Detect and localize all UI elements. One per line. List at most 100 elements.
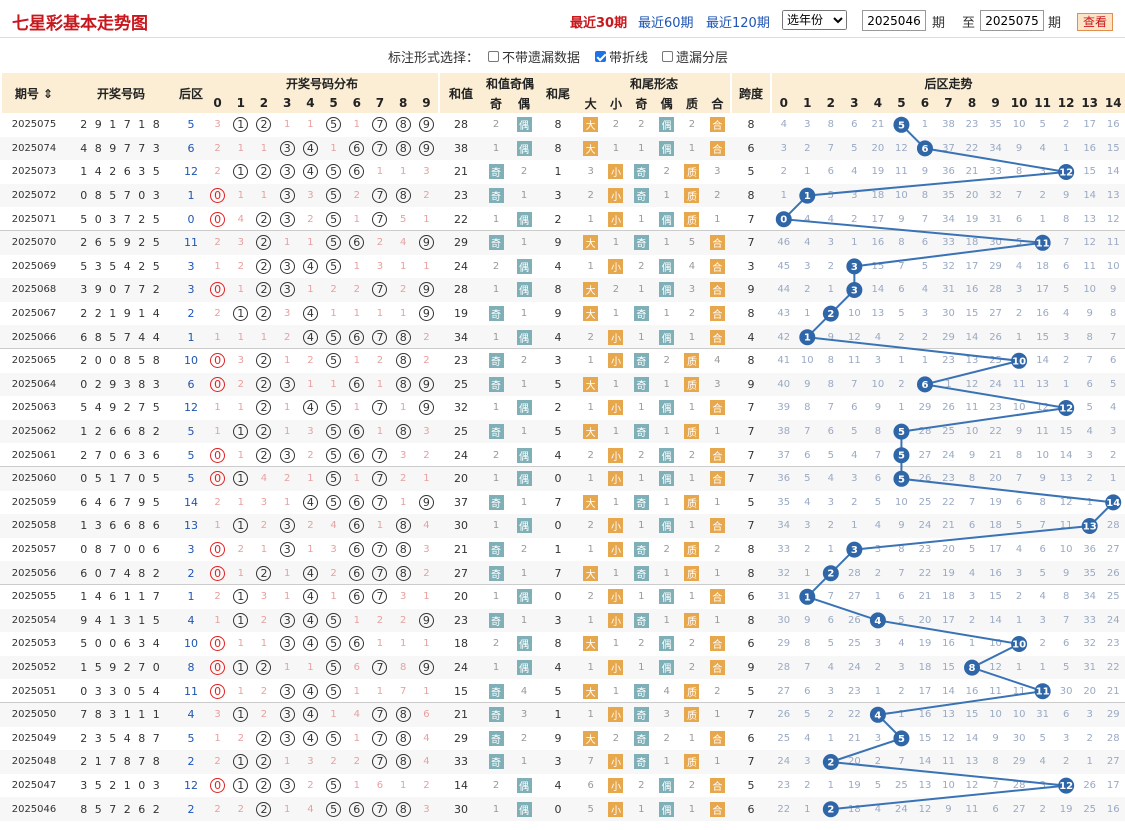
tail-form-cell: 2 [679,774,704,798]
tail-form-cell: 1 [603,373,628,397]
sum-oe-value: 2 [492,449,500,461]
dist-cell: 5 [392,207,415,231]
tail-form-cell: 1 [654,302,679,326]
trend-ball [893,116,910,133]
back-trend-cell: 10 [960,420,984,444]
dist-miss-value: 1 [237,142,244,154]
back-trend-cell: 30 [937,302,961,326]
dist-cell: 7 [368,467,391,491]
numbers-cell: 1 4 6 1 1 7 [80,590,162,604]
header-back-digit: 6 [913,93,937,113]
dist-cell: 0 [206,679,229,703]
back-trend-cell: 34 [1078,585,1102,609]
dist-hit-ball: 4 [302,306,318,322]
dist-cell: 1 [252,538,275,562]
dist-cell: 9 [415,373,438,397]
sum-oe-value: 2 [520,166,528,178]
query-button[interactable]: 查看 [1077,13,1113,31]
back-miss-value: 7 [851,378,858,390]
back-trend-cell: 30 [984,231,1008,255]
back-trend-cell: 1 [796,302,820,326]
back-trend-cell: 26 [1078,774,1102,798]
recent-60-link[interactable]: 最近60期 [638,16,694,31]
trend-ball-label: 2 [827,758,834,769]
back-trend-cell: 27 [913,443,937,467]
back-trend-cell: 15 [984,585,1008,609]
header-back-digit: 1 [795,93,820,113]
back-miss-value: 6 [968,520,976,532]
dist-hit-ball: 2 [256,660,272,676]
dist-cell: 2 [415,443,438,467]
back-trend-cell: 40 [772,373,796,397]
recent-30-link[interactable]: 最近30期 [570,16,628,31]
tail-form-value: 合 [709,518,725,534]
tail-form-cell: 2 [705,538,730,562]
dist-cell: 5 [322,467,345,491]
option-polyline[interactable]: 带折线 [595,47,648,66]
back-miss-value: 16 [1036,308,1049,320]
sum-oe-value: 偶 [516,258,532,274]
back-miss-value: 7 [1062,614,1070,626]
back-trend-cell: 9 [984,727,1008,751]
year-select[interactable]: 选年份 [782,10,847,30]
checkbox-icon[interactable] [662,51,673,62]
back-trend-cell: 41 [772,349,796,373]
back-miss-value: 6 [898,591,905,603]
back-trend-cell: 20 [866,137,890,161]
dist-cell: 5 [322,160,345,184]
back-trend-cell: 2 [1078,467,1102,491]
from-period-input[interactable] [862,10,926,31]
to-period-input[interactable] [980,10,1044,31]
trend-ball-label: 4 [874,710,881,721]
tail-form-cell: 偶 [654,632,679,656]
back-trend-cell: 11 [1101,231,1125,255]
checkbox-checked-icon[interactable] [595,51,606,62]
checkbox-icon[interactable] [488,51,499,62]
trend-ball [846,258,863,275]
header-back-digit: 14 [1101,93,1125,113]
period-cell: 2025058 [11,520,57,532]
dist-hit-ball: 6 [349,518,365,534]
back-trend-cell: 3 [1007,561,1031,585]
dist-miss-value: 2 [260,685,268,697]
back-miss-value: 6 [992,803,999,815]
header-period[interactable]: 期号 ⇕ [2,73,66,113]
back-miss-value: 5 [1039,119,1046,131]
back-trend-cell: 5 [1007,514,1031,538]
sum-oe-value: 1 [520,190,528,202]
back-miss-value: 39 [777,402,791,414]
tail-form-value: 奇 [633,565,649,581]
back-miss-value: 2 [1015,308,1023,320]
option-no-miss[interactable]: 不带遗漏数据 [488,47,580,66]
back-trend-cell: 13 [1031,373,1055,397]
span-cell: 8 [747,307,755,321]
dist-cell: 2 [229,538,252,562]
back-trend-cell: 27 [772,679,796,703]
dist-cell: 2 [206,750,229,774]
back-trend-cell: 3 [796,514,820,538]
back-cell: 3 [187,283,195,297]
dist-cell: 2 [252,113,275,137]
back-miss-value: 25 [777,732,791,744]
numbers-cell: 0 2 9 3 8 3 [80,377,162,391]
back-trend-cell: 7 [1031,514,1055,538]
tail-form-cell: 小 [603,207,628,231]
tail-form-cell: 2 [654,349,679,373]
period-cell: 2025061 [11,449,57,461]
back-trend-cell: 8 [796,632,820,656]
dist-hit-ball: 5 [326,683,342,699]
back-trend-cell: 19 [843,774,867,798]
back-miss-value: 4 [851,449,858,461]
back-trend-cell: 2 [1031,184,1055,208]
tail-form-value: 小 [608,589,624,605]
tail-form-cell: 奇 [629,561,654,585]
recent-120-link[interactable]: 最近120期 [706,16,770,31]
back-trend-cell: 12 [913,797,937,821]
dist-miss-value: 2 [330,284,337,296]
back-miss-value: 14 [1083,190,1097,202]
back-cell: 8 [187,661,195,675]
trend-ball-label: 2 [827,309,834,320]
dist-miss-value: 3 [330,544,337,556]
option-miss-layer[interactable]: 遗漏分层 [662,47,728,66]
tail-form-value: 质 [684,353,700,369]
